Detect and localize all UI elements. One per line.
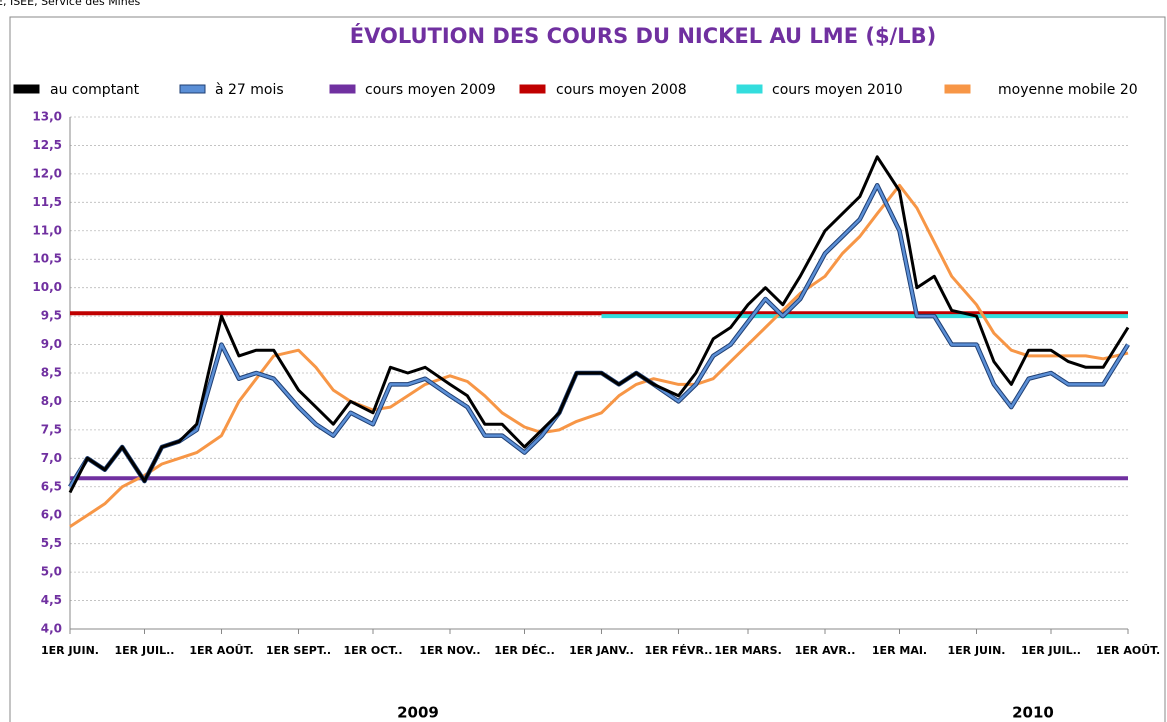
chart-title: ÉVOLUTION DES COURS DU NICKEL AU LME ($/… <box>350 23 936 48</box>
y-tick-label: 10,5 <box>32 252 62 266</box>
legend-swatch <box>736 84 763 94</box>
x-tick-label: 1ER AVR.. <box>795 644 856 657</box>
x-tick-label: 1ER JUIL.. <box>115 644 175 657</box>
y-tick-label: 6,0 <box>41 508 62 522</box>
legend-label: au comptant <box>50 82 140 98</box>
legend-swatch <box>179 84 206 94</box>
year-label: 2010 <box>1012 704 1054 722</box>
y-tick-label: 4,0 <box>41 622 62 636</box>
y-tick-label: 10,0 <box>32 280 62 294</box>
legend-label: cours moyen 2010 <box>772 82 903 98</box>
x-tick-label: 1ER JUIN. <box>948 644 1006 657</box>
legend-label: cours moyen 2009 <box>365 82 496 98</box>
x-tick-label: 1ER SEPT.. <box>266 644 331 657</box>
legend-swatch <box>944 84 971 94</box>
y-tick-label: 8,5 <box>41 366 62 380</box>
x-tick-label: 1ER JUIN. <box>41 644 99 657</box>
y-tick-label: 9,0 <box>41 337 62 351</box>
y-tick-label: 5,0 <box>41 565 62 579</box>
y-tick-label: 6,5 <box>41 479 62 493</box>
legend-swatch <box>519 84 546 94</box>
x-tick-label: 1ER JANV.. <box>569 644 634 657</box>
y-tick-label: 11,0 <box>32 223 62 237</box>
x-tick-label: 1ER AOÛT. <box>1096 644 1160 657</box>
x-tick-label: 1ER AOÛT. <box>189 644 253 657</box>
y-tick-label: 4,5 <box>41 593 62 607</box>
y-tick-label: 11,5 <box>32 195 62 209</box>
x-tick-label: 1ER NOV.. <box>419 644 480 657</box>
x-tick-label: 1ER DÉC.. <box>494 644 555 657</box>
y-tick-label: 7,0 <box>41 451 62 465</box>
x-tick-label: 1ER MAI. <box>872 644 927 657</box>
chart-frame <box>9 16 1166 722</box>
legend-swatch <box>329 84 356 94</box>
x-tick-label: 1ER MARS. <box>714 644 782 657</box>
x-tick-label: 1ER OCT.. <box>343 644 402 657</box>
year-label: 2009 <box>397 704 439 722</box>
legend-swatch <box>13 84 40 94</box>
y-tick-label: 5,5 <box>41 536 62 550</box>
y-tick-label: 12,5 <box>32 138 62 152</box>
y-tick-label: 8,0 <box>41 394 62 408</box>
series-line <box>69 183 1129 528</box>
source: E, ISEE, Service des Mines <box>0 0 140 8</box>
x-tick-label: 1ER FÉVR.. <box>644 644 712 657</box>
legend-label: moyenne mobile 20 <box>998 82 1138 98</box>
y-tick-label: 9,5 <box>41 309 62 323</box>
x-tick-label: 1ER JUIL.. <box>1021 644 1081 657</box>
legend-label: cours moyen 2008 <box>556 82 687 98</box>
series-line <box>68 155 1130 494</box>
y-tick-label: 12,0 <box>32 166 62 180</box>
legend-label: à 27 mois <box>215 82 284 98</box>
y-tick-label: 13,0 <box>32 110 62 124</box>
y-tick-label: 7,5 <box>41 422 62 436</box>
